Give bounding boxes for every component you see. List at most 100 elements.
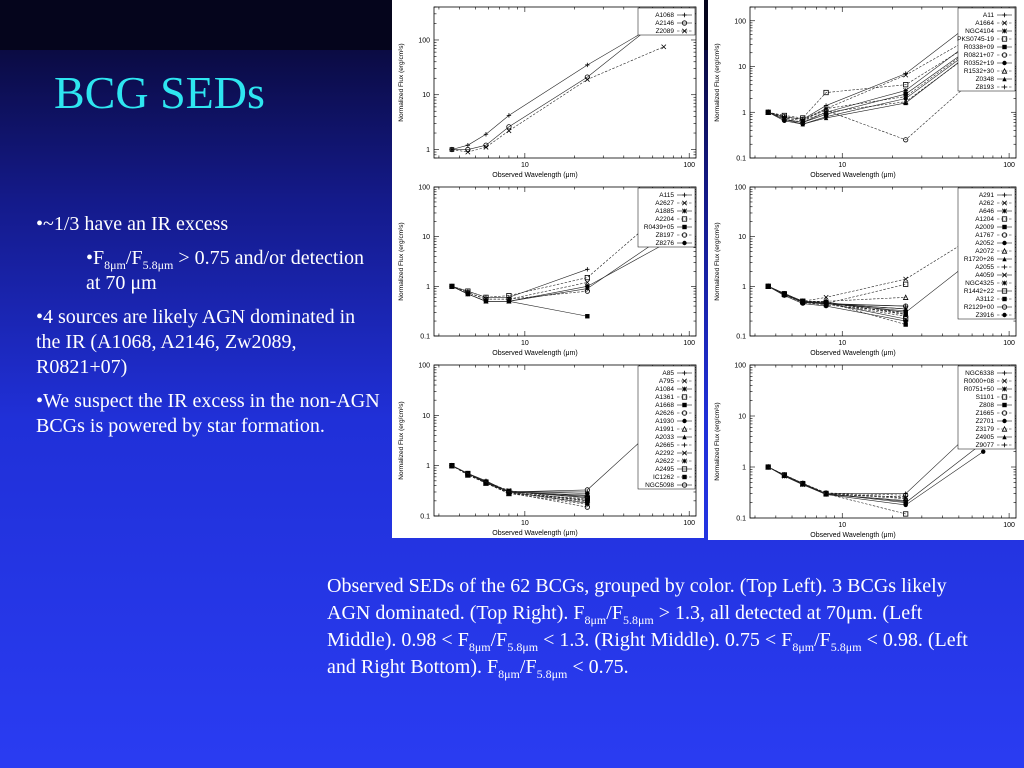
legend-marker	[1002, 84, 1007, 90]
y-tick-label: 0.1	[736, 334, 746, 341]
legend-entry: Z8197	[656, 232, 675, 239]
data-point	[465, 291, 471, 297]
legend-marker	[681, 394, 688, 400]
legend-entry: R0338+09	[964, 44, 995, 51]
legend-entry: A795	[659, 378, 675, 385]
series-Z0348	[766, 41, 986, 127]
legend-entry: A4059	[975, 272, 994, 279]
data-point	[903, 316, 909, 322]
legend-entry: A2055	[975, 264, 994, 271]
series-line	[768, 466, 906, 515]
series-A2626	[449, 463, 590, 510]
series-R1720+26	[766, 284, 908, 314]
legend-marker	[682, 434, 687, 440]
data-point	[506, 299, 512, 304]
ratio-post-text: > 0.75 and/or detection at 70 μm	[86, 247, 365, 294]
legend-marker	[1002, 44, 1007, 50]
series-Z2089	[449, 44, 667, 155]
slide-title: BCG SEDs	[54, 67, 265, 118]
chart-panel-top-right: 10 100 0.1 1 10 100 Observed Wavelength (μm) No…	[708, 0, 1024, 180]
caption-sub-6: 5.8μm	[830, 640, 862, 654]
data-point	[800, 117, 805, 122]
data-point	[585, 267, 590, 272]
series-A1204	[765, 281, 909, 307]
data-point	[465, 149, 471, 155]
legend-entry: A2665	[655, 442, 674, 449]
legend-marker	[682, 28, 687, 34]
legend-entry: A115	[659, 192, 674, 199]
series-NGC4104	[765, 30, 986, 125]
series-A1668	[449, 463, 590, 506]
caption-sub-3: 8μm	[468, 640, 491, 654]
y-tick-label: 0.1	[420, 514, 430, 521]
legend: A291A262A646A1204A2009A1767A2052A2072R17…	[957, 187, 1016, 320]
data-point	[903, 137, 909, 143]
series-NGC5098	[449, 417, 667, 495]
legend-entry: R0352+19	[964, 60, 995, 67]
legend-marker	[681, 232, 688, 238]
legend-marker	[1001, 232, 1008, 238]
series-R0439+05	[449, 284, 590, 319]
legend-entry: A2033	[655, 434, 674, 441]
legend-entry: A1991	[655, 426, 674, 433]
y-tick-label: 1	[426, 463, 430, 470]
legend-marker	[1002, 224, 1007, 230]
legend-marker	[682, 386, 687, 392]
series-line	[768, 30, 984, 122]
series-line	[768, 283, 906, 304]
legend-marker	[682, 442, 687, 448]
series-line	[451, 465, 588, 503]
series-A1767	[765, 283, 909, 319]
legend-entry: NGC5098	[645, 482, 674, 489]
data-point	[903, 94, 908, 99]
data-point	[765, 283, 771, 289]
bullet-agn-sources: •4 sources are likely AGN dominated in t…	[36, 306, 356, 378]
legend-marker	[682, 402, 687, 408]
caption-sub-8: 5.8μm	[536, 667, 568, 681]
series-A795	[449, 463, 590, 504]
sed-chart-top-right: 10 100 0.1 1 10 100 Observed Wavelength (μm) No…	[714, 6, 1017, 179]
caption-sub-7: 8μm	[498, 667, 520, 681]
series-Z1665	[765, 464, 909, 498]
series-line	[768, 286, 906, 302]
legend-marker	[681, 20, 688, 26]
data-point	[506, 128, 512, 134]
legend-marker	[1002, 386, 1007, 392]
legend-marker	[1002, 60, 1007, 66]
data-point	[823, 89, 829, 96]
legend-entry: Z808	[979, 402, 994, 409]
legend-marker	[1002, 370, 1007, 376]
series-line	[768, 32, 984, 123]
x-axis-label: Observed Wavelength (μm)	[492, 350, 577, 357]
legend-entry: Z9077	[976, 442, 995, 449]
x-tick-label: 10	[838, 162, 846, 169]
series-A1361	[449, 463, 590, 502]
legend-entry: A2204	[655, 216, 674, 223]
x-tick-label: 100	[683, 520, 695, 527]
series-line	[768, 36, 984, 119]
x-tick-label: 10	[521, 520, 529, 527]
legend-entry: A2627	[655, 200, 674, 207]
legend-entry: S1101	[976, 394, 995, 401]
data-point	[449, 147, 455, 152]
data-point	[903, 322, 908, 327]
ratio-f-text: •F	[86, 247, 105, 269]
legend-entry: NGC4104	[965, 28, 994, 35]
legend-marker	[1002, 192, 1007, 198]
bullet-flux-ratio: •F8μm/F5.8μm > 0.75 and/or detection at …	[86, 246, 381, 296]
legend-entry: A262	[979, 200, 995, 207]
x-tick-label: 100	[683, 340, 695, 347]
sed-chart-middle-left: 10 100 0.1 1 10 100 Observed Wavelength (μm) No…	[398, 185, 697, 357]
plot-frame	[433, 186, 697, 337]
data-point	[661, 44, 667, 50]
series-Z8193	[766, 37, 986, 122]
legend-marker	[1002, 12, 1007, 18]
legend-entry: NGC6338	[965, 370, 994, 377]
y-tick-label: 1	[742, 110, 746, 117]
series-A1885	[449, 234, 667, 304]
y-tick-label: 100	[418, 363, 430, 370]
series-line	[451, 282, 588, 300]
legend-entry: Z3916	[976, 312, 995, 319]
legend-entry: Z8276	[656, 240, 675, 247]
